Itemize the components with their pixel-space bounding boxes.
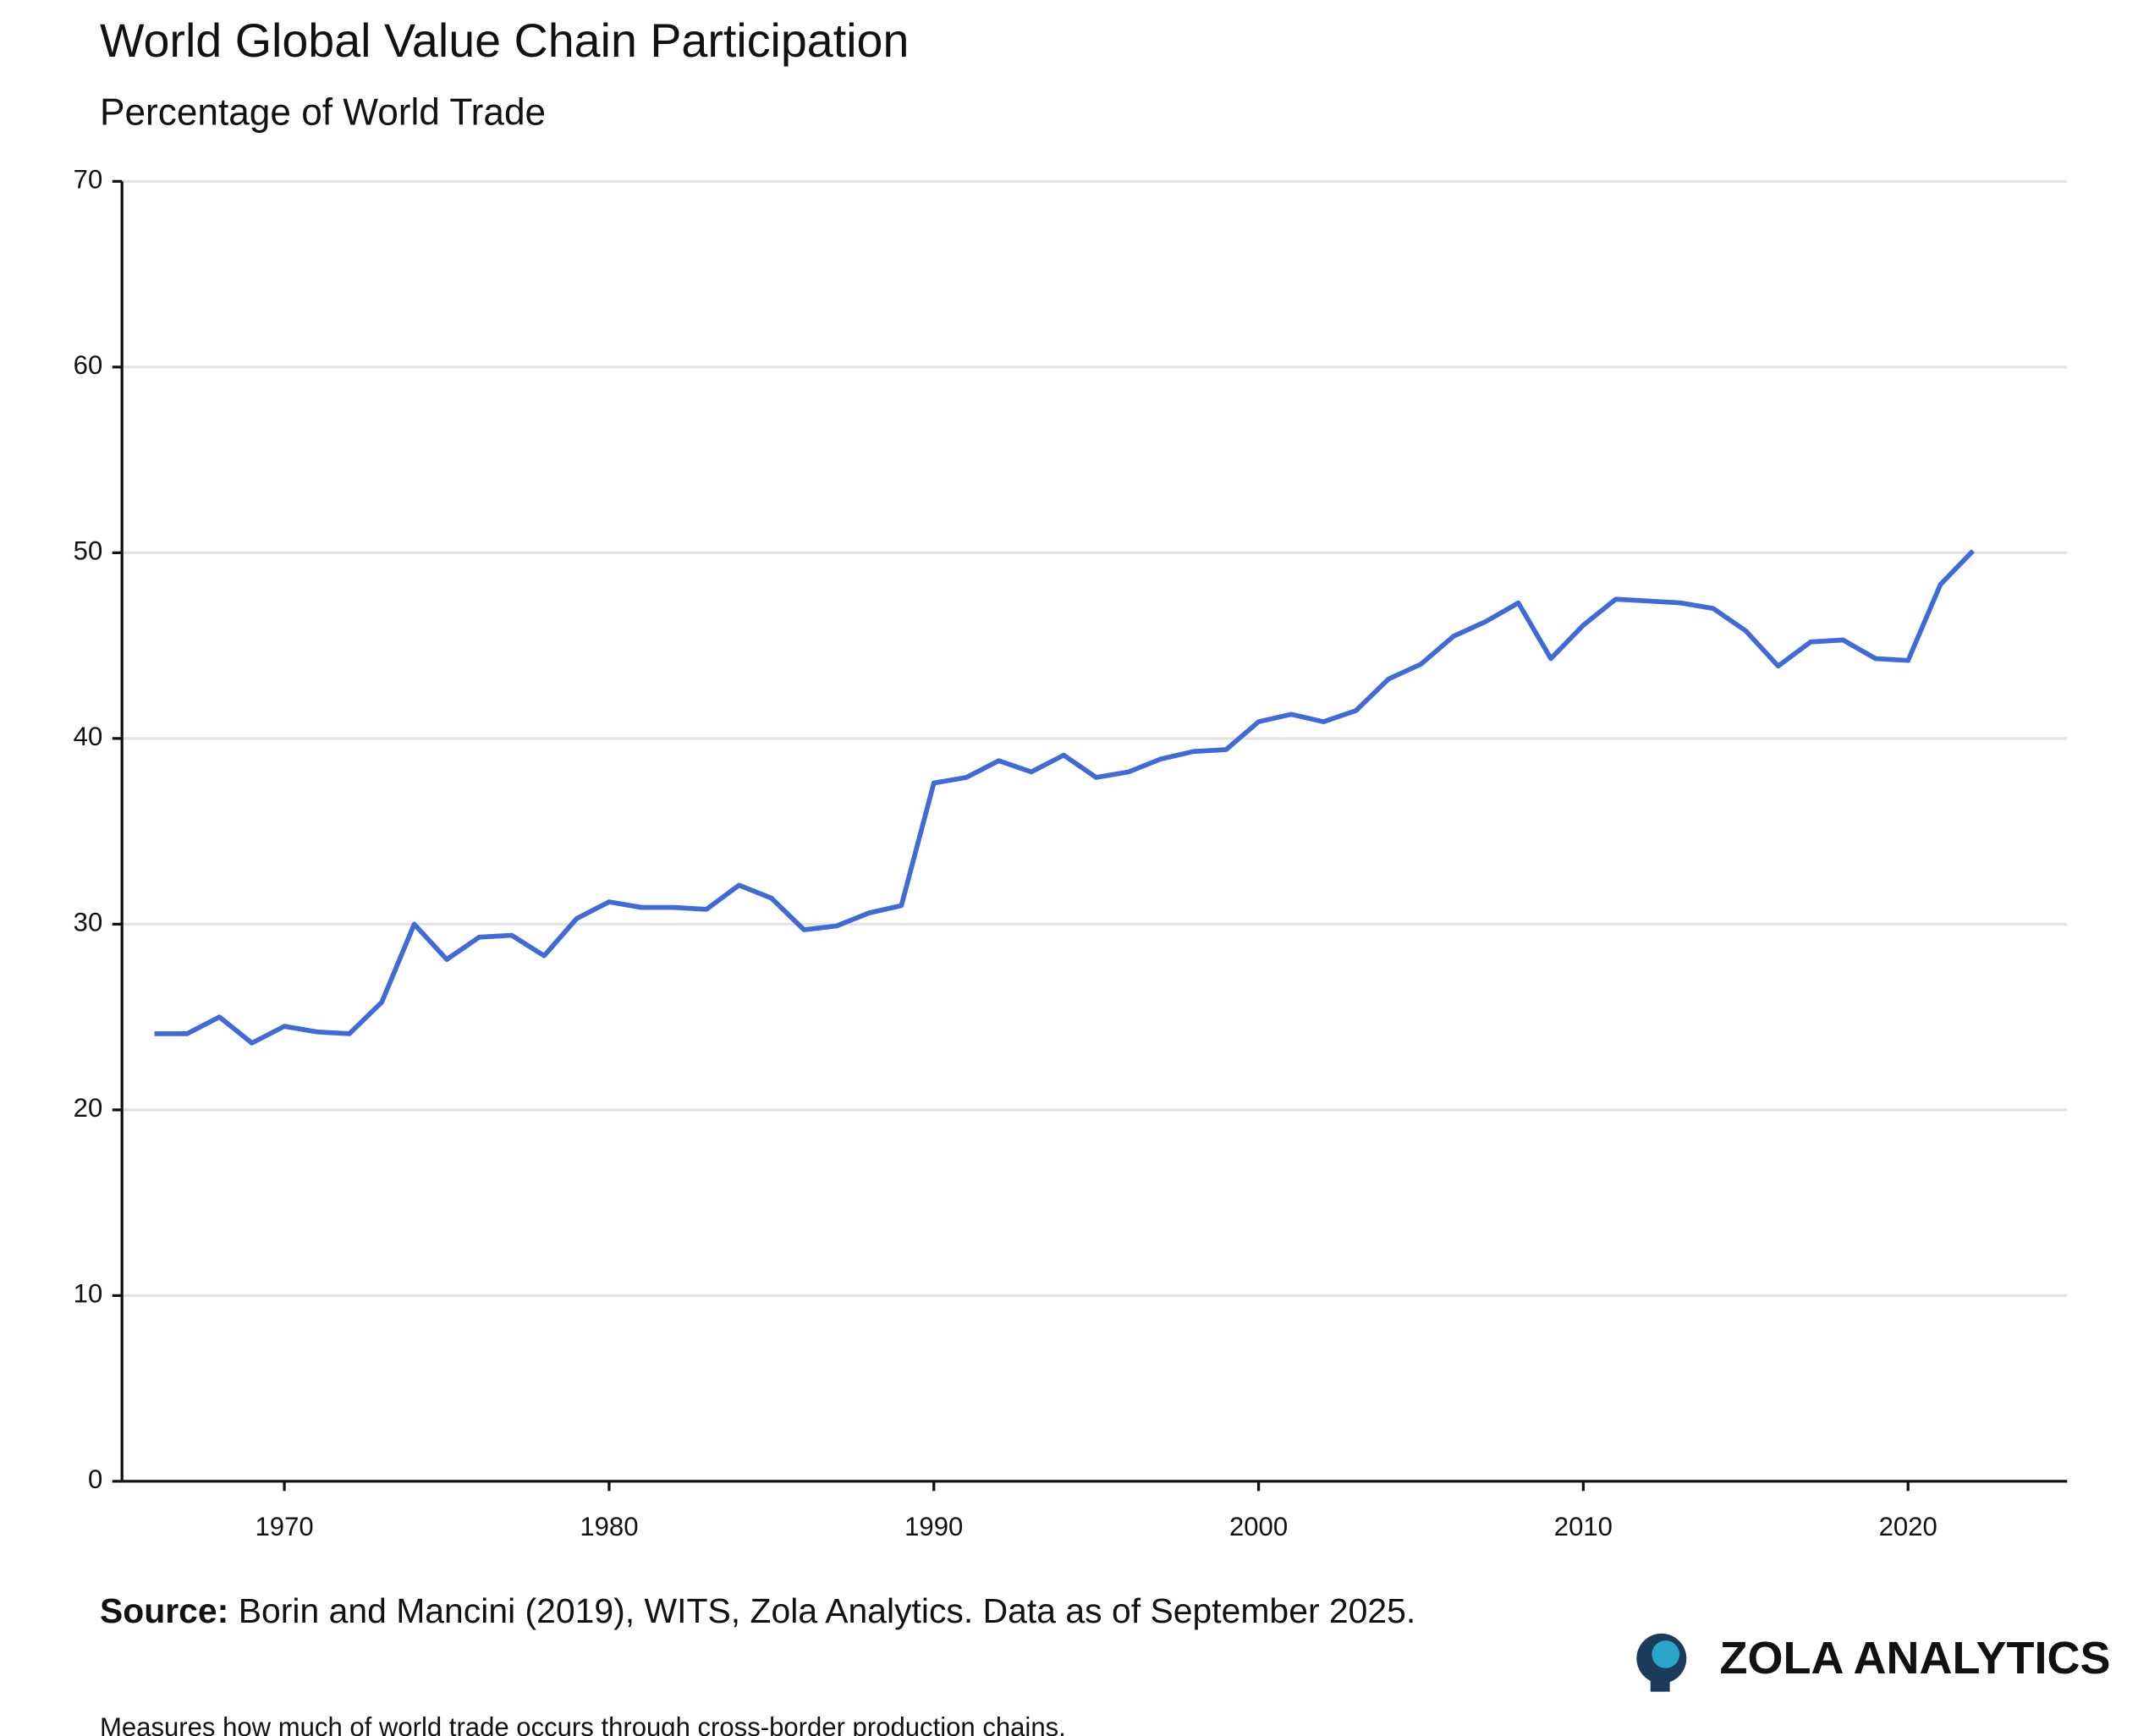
- line-series: [154, 549, 1976, 1046]
- chart-subtitle: Percentage of World Trade: [100, 91, 546, 133]
- x-tick-label: 1990: [904, 1512, 963, 1541]
- source-label: Source:: [100, 1591, 229, 1631]
- x-tick-label: 2020: [1879, 1512, 1937, 1541]
- y-tick-label: 0: [88, 1464, 102, 1494]
- x-tick-label: 2000: [1229, 1512, 1288, 1541]
- y-tick-label: 60: [74, 350, 103, 380]
- y-tick-label: 30: [74, 908, 103, 937]
- note: Measures how much of world trade occurs …: [100, 1712, 1066, 1736]
- source-box: Source: Borin and Mancini (2019), WITS, …: [100, 1582, 1498, 1640]
- source-text: Borin and Mancini (2019), WITS, Zola Ana…: [238, 1591, 1416, 1631]
- x-tick-label: 1980: [580, 1512, 638, 1541]
- x-tick-label: 2010: [1554, 1512, 1613, 1541]
- y-tick-label: 40: [74, 722, 103, 751]
- brand: ZOLA ANALYTICS: [1720, 1633, 2111, 1684]
- y-tick-label: 20: [74, 1093, 103, 1123]
- chart-title: World Global Value Chain Participation: [100, 14, 909, 67]
- y-tick-label: 50: [74, 536, 103, 566]
- logo-icon: [1636, 1633, 1687, 1692]
- x-tick-label: 1970: [256, 1512, 314, 1541]
- source: Source: Borin and Mancini (2019), WITS, …: [100, 1582, 1498, 1640]
- y-tick-label: 10: [74, 1279, 103, 1309]
- y-tick-label: 70: [74, 165, 103, 195]
